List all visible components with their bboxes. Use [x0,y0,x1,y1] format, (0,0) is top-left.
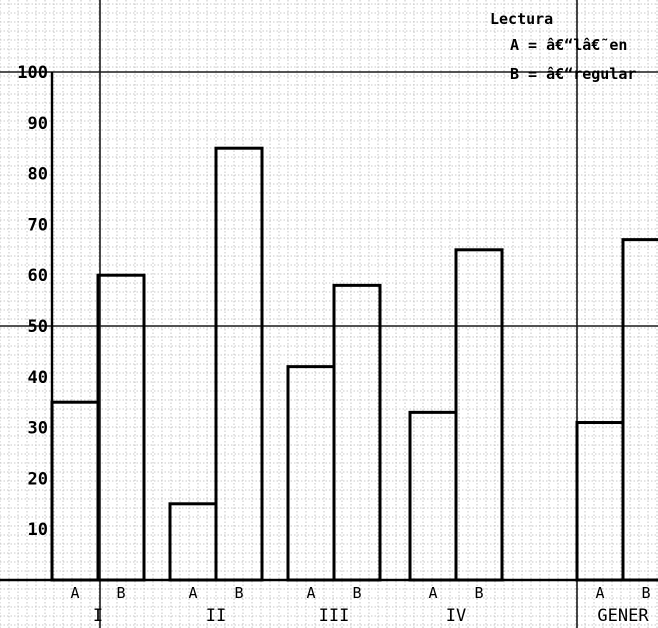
x-series-label-b: B [116,584,125,602]
legend-title: Lectura [490,10,553,28]
x-series-label-a: A [70,584,79,602]
y-tick-100: 100 [17,63,48,83]
y-tick-50: 50 [28,317,48,337]
x-series-label-a: A [188,584,197,602]
x-group-label-iv: IV [446,606,466,626]
x-series-label-a: A [595,584,604,602]
y-tick-30: 30 [28,419,48,439]
legend: Lectura A = â€“lâ€˜en B = â€“regular [490,10,636,83]
bar-a-ii [168,502,218,582]
x-group-label-i: I [93,606,103,626]
y-tick-10: 10 [28,520,48,540]
x-series-label-a: A [306,584,315,602]
y-tick-40: 40 [28,368,48,388]
y-tick-80: 80 [28,165,48,185]
y-tick-60: 60 [28,266,48,286]
bar-b-i [96,273,146,582]
y-tick-labels: 10 20 30 40 50 60 70 80 90 100 [17,63,48,540]
y-tick-20: 20 [28,469,48,489]
legend-entry-a: A = â€“lâ€˜en [510,36,627,54]
legend-entry-b: B = â€“regular [510,65,636,83]
bar-a-iv [408,410,458,582]
x-series-label-b: B [352,584,361,602]
bar-b-iii [332,283,382,582]
bar-a-gener [575,421,625,582]
x-group-label-ii: II [206,606,226,626]
bar-b-iv [454,248,504,582]
bars [0,72,658,582]
y-tick-90: 90 [28,114,48,134]
x-series-label-a: A [428,584,437,602]
x-series-label-b: B [234,584,243,602]
x-series-label-b: B [641,584,650,602]
y-tick-70: 70 [28,215,48,235]
x-series-label-b: B [474,584,483,602]
x-group-label-iii: III [319,606,350,626]
x-group-label-gener: GENER [597,606,649,626]
bar-b-gener [621,238,658,582]
bar-a-iii [286,365,336,582]
